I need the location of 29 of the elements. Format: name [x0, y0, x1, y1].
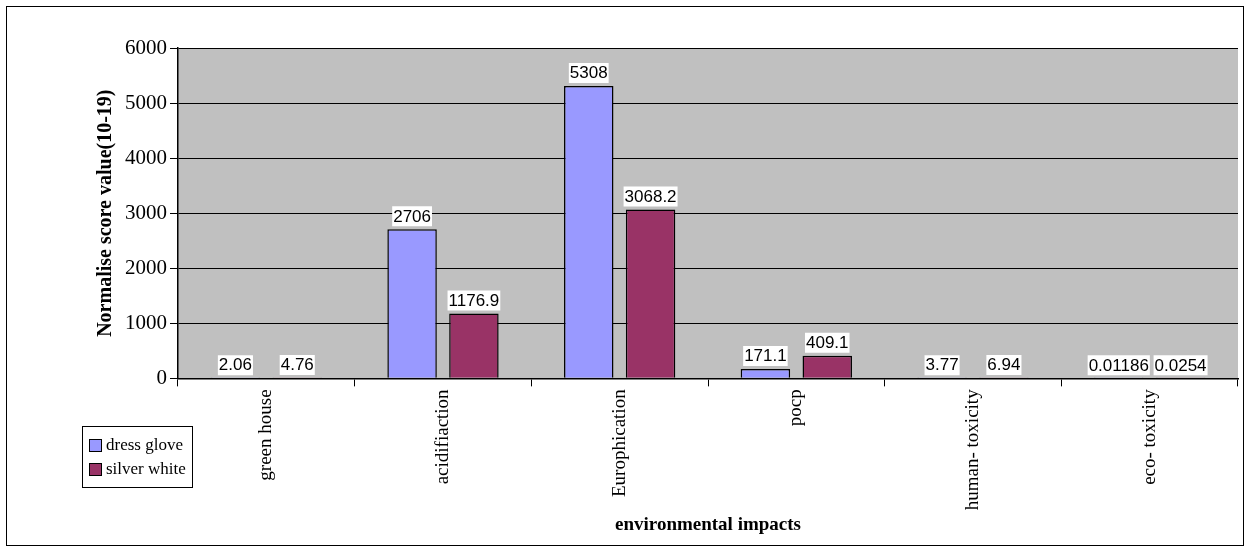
data-label: 409.1 [805, 333, 849, 353]
data-label: 171.1 [744, 346, 787, 366]
y-axis-title: Normalise score value(10-19) [93, 89, 117, 337]
x-tick-label: Europhication [607, 388, 629, 497]
y-tick-label: 1000 [125, 309, 167, 334]
data-label: 0.01186 [1088, 355, 1149, 375]
x-tick-label: green house [254, 389, 276, 481]
data-label: 6.94 [987, 355, 1021, 375]
y-tick-label: 3000 [125, 199, 167, 224]
data-label: 3.77 [925, 355, 959, 375]
legend-label: silver white [106, 459, 186, 479]
y-tick-label: 6000 [125, 34, 167, 59]
x-tick-label: human- toxicity [960, 388, 982, 511]
data-label: 3068.2 [624, 186, 677, 206]
x-tick-label: eco- toxicity [1137, 388, 1159, 485]
y-tick-label: 2000 [125, 254, 167, 279]
data-label: 0.0254 [1154, 355, 1207, 375]
y-tick-label: 5000 [125, 89, 167, 114]
x-tick-label: pocp [784, 389, 806, 427]
data-label: 1176.9 [448, 290, 500, 310]
data-label: 2.06 [218, 355, 252, 375]
data-label: 5308 [569, 63, 608, 83]
x-axis-title: environmental impacts [615, 512, 801, 534]
data-label: 4.76 [280, 355, 314, 375]
x-tick-label: acidifiaction [430, 388, 452, 485]
y-tick-label: 0 [156, 364, 167, 389]
data-label: 2706 [393, 206, 431, 226]
legend-label: dress glove [106, 435, 183, 455]
y-tick-label: 4000 [125, 144, 167, 169]
